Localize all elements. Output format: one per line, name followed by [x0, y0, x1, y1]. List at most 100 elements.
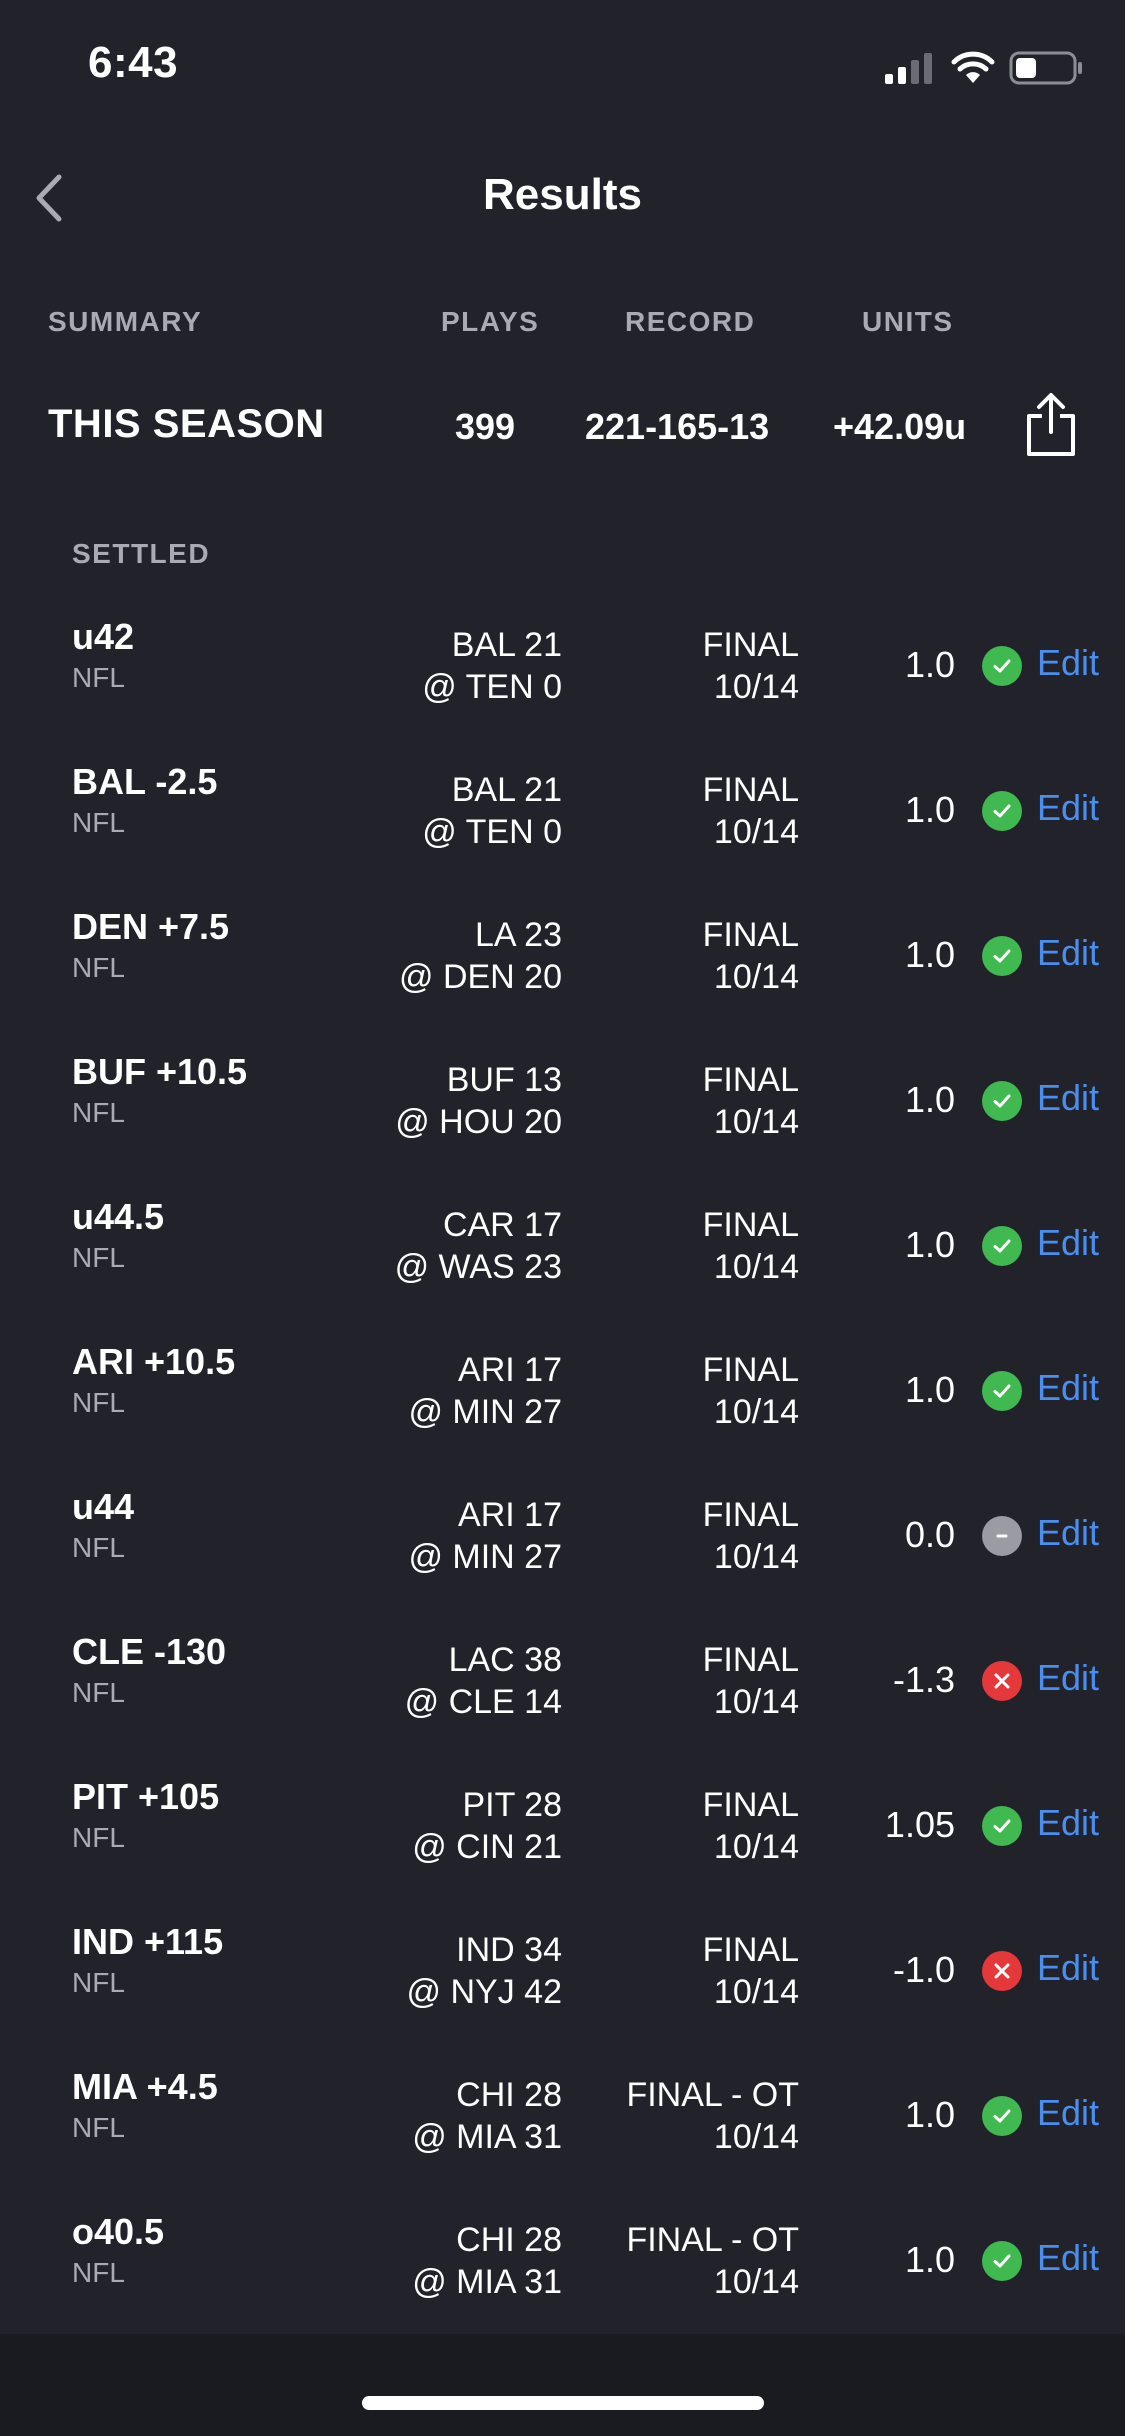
- bet-row[interactable]: MIA +4.5 NFL CHI 28 @ MIA 31 FINAL - OT 10/14…: [0, 2050, 1125, 2195]
- settled-list: u42 NFL BAL 21 @ TEN 0 FINAL 10/14 1.0 Edit BAL …: [0, 600, 1125, 2340]
- checkmark-circle-icon: [982, 791, 1022, 831]
- game-status: FINAL 10/14: [703, 624, 799, 708]
- game-date: 10/14: [713, 1393, 799, 1431]
- bet-row[interactable]: PIT +105 NFL PIT 28 @ CIN 21 FINAL 10/14 1.05 E…: [0, 1760, 1125, 1905]
- back-button[interactable]: [20, 170, 80, 230]
- nav-bar: Results: [0, 150, 1125, 250]
- game-score: BUF 13 @ HOU 20: [395, 1059, 562, 1143]
- game-line-away: @ MIA 31: [412, 2263, 562, 2301]
- game-line-away: @ MIN 27: [408, 1393, 562, 1431]
- game-status: FINAL 10/14: [703, 1349, 799, 1433]
- game-date: 10/14: [713, 1248, 799, 1286]
- checkmark-circle-icon: [982, 1081, 1022, 1121]
- season-label: THIS SEASON: [48, 402, 325, 446]
- game-status: FINAL 10/14: [703, 1204, 799, 1288]
- bet-row[interactable]: BAL -2.5 NFL BAL 21 @ TEN 0 FINAL 10/14 1.0 Edi…: [0, 745, 1125, 890]
- checkmark-circle-icon: [982, 2241, 1022, 2281]
- game-line-away: @ DEN 20: [398, 958, 562, 996]
- bet-row[interactable]: u44 NFL ARI 17 @ MIN 27 FINAL 10/14 0.0 Edit: [0, 1470, 1125, 1615]
- checkmark-circle-icon: [982, 2096, 1022, 2136]
- bet-row[interactable]: u44.5 NFL CAR 17 @ WAS 23 FINAL 10/14 1.0 Edit: [0, 1180, 1125, 1325]
- bet-league: NFL: [72, 1532, 125, 1563]
- edit-button[interactable]: Edit: [1037, 1802, 1100, 1843]
- edit-button[interactable]: Edit: [1037, 1947, 1100, 1988]
- edit-button[interactable]: Edit: [1037, 2237, 1100, 2278]
- x-circle-icon: [982, 1661, 1022, 1701]
- bet-title: o40.5: [72, 2211, 165, 2252]
- bet-league: NFL: [72, 2112, 125, 2143]
- game-date: 10/14: [713, 1828, 799, 1866]
- season-record: 221-165-13: [585, 406, 770, 447]
- bottom-bar: [0, 2334, 1125, 2436]
- bet-title: BUF +10.5: [72, 1051, 248, 1092]
- game-status-label: FINAL: [702, 1496, 799, 1534]
- game-score: BAL 21 @ TEN 0: [422, 624, 562, 708]
- game-status: FINAL 10/14: [703, 1494, 799, 1578]
- battery-icon: [1009, 50, 1083, 91]
- game-line-home: ARI 17: [458, 1496, 562, 1534]
- game-line-away: @ TEN 0: [422, 813, 562, 851]
- game-status-label: FINAL: [702, 1931, 799, 1969]
- game-date: 10/14: [713, 958, 799, 996]
- game-status: FINAL 10/14: [703, 1784, 799, 1868]
- summary-column-header: SUMMARY: [48, 306, 203, 337]
- game-score: LAC 38 @ CLE 14: [405, 1639, 562, 1723]
- game-line-home: LA 23: [475, 916, 562, 954]
- game-status-label: FINAL: [702, 626, 799, 664]
- checkmark-circle-icon: [982, 1226, 1022, 1266]
- home-indicator[interactable]: [362, 2396, 764, 2410]
- game-line-away: @ NYJ 42: [406, 1973, 562, 2011]
- bet-row[interactable]: BUF +10.5 NFL BUF 13 @ HOU 20 FINAL 10/14 1.0 E…: [0, 1035, 1125, 1180]
- edit-button[interactable]: Edit: [1037, 642, 1100, 683]
- x-circle-icon: [982, 1951, 1022, 1991]
- bet-title: BAL -2.5: [72, 761, 218, 802]
- game-score: CHI 28 @ MIA 31: [412, 2219, 562, 2303]
- game-line-away: @ CLE 14: [404, 1683, 562, 1721]
- game-date: 10/14: [713, 813, 799, 851]
- bet-title: PIT +105: [72, 1776, 220, 1817]
- chevron-left-icon: [33, 173, 67, 228]
- edit-button[interactable]: Edit: [1037, 1077, 1100, 1118]
- share-button[interactable]: [1024, 392, 1078, 458]
- status-bar: 6:43: [0, 0, 1125, 132]
- edit-button[interactable]: Edit: [1037, 1222, 1100, 1263]
- bet-league: NFL: [72, 1242, 125, 1273]
- bet-row[interactable]: u42 NFL BAL 21 @ TEN 0 FINAL 10/14 1.0 Edit: [0, 600, 1125, 745]
- push-circle-icon: [982, 1516, 1022, 1556]
- edit-button[interactable]: Edit: [1037, 932, 1100, 973]
- bet-units: 1.0: [904, 2239, 955, 2280]
- edit-button[interactable]: Edit: [1037, 1657, 1100, 1698]
- game-line-home: CHI 28: [456, 2076, 562, 2114]
- game-line-home: ARI 17: [458, 1351, 562, 1389]
- edit-button[interactable]: Edit: [1037, 2092, 1100, 2133]
- bet-units: 1.0: [904, 934, 955, 975]
- units-column-header: UNITS: [862, 306, 954, 337]
- bet-row[interactable]: DEN +7.5 NFL LA 23 @ DEN 20 FINAL 10/14 1.0 Edi…: [0, 890, 1125, 1035]
- checkmark-circle-icon: [982, 936, 1022, 976]
- bet-league: NFL: [72, 1822, 125, 1853]
- game-line-home: CHI 28: [456, 2221, 562, 2259]
- edit-button[interactable]: Edit: [1037, 1512, 1100, 1553]
- bet-row[interactable]: o40.5 NFL CHI 28 @ MIA 31 FINAL - OT 10/14 1.0…: [0, 2195, 1125, 2340]
- game-status: FINAL 10/14: [703, 1059, 799, 1143]
- bet-row[interactable]: CLE -130 NFL LAC 38 @ CLE 14 FINAL 10/14 -1.3 E…: [0, 1615, 1125, 1760]
- page-title: Results: [483, 170, 642, 219]
- game-line-home: BAL 21: [451, 626, 562, 664]
- game-line-away: @ MIA 31: [412, 2118, 562, 2156]
- game-score: ARI 17 @ MIN 27: [408, 1494, 562, 1578]
- bet-league: NFL: [72, 952, 125, 983]
- bet-title: MIA +4.5: [72, 2066, 218, 2107]
- bet-title: u44: [72, 1486, 135, 1527]
- bet-row[interactable]: IND +115 NFL IND 34 @ NYJ 42 FINAL 10/14 -1.0 E…: [0, 1905, 1125, 2050]
- game-status: FINAL 10/14: [703, 1639, 799, 1723]
- bet-league: NFL: [72, 662, 125, 693]
- game-score: IND 34 @ NYJ 42: [407, 1929, 562, 2013]
- bet-title: CLE -130: [72, 1631, 227, 1672]
- bet-units: 1.0: [904, 1224, 955, 1265]
- game-status-label: FINAL: [702, 916, 799, 954]
- bet-row[interactable]: ARI +10.5 NFL ARI 17 @ MIN 27 FINAL 10/14 1.0 E…: [0, 1325, 1125, 1470]
- edit-button[interactable]: Edit: [1037, 1367, 1100, 1408]
- game-score: LA 23 @ DEN 20: [399, 914, 562, 998]
- edit-button[interactable]: Edit: [1037, 787, 1100, 828]
- season-plays: 399: [455, 406, 516, 447]
